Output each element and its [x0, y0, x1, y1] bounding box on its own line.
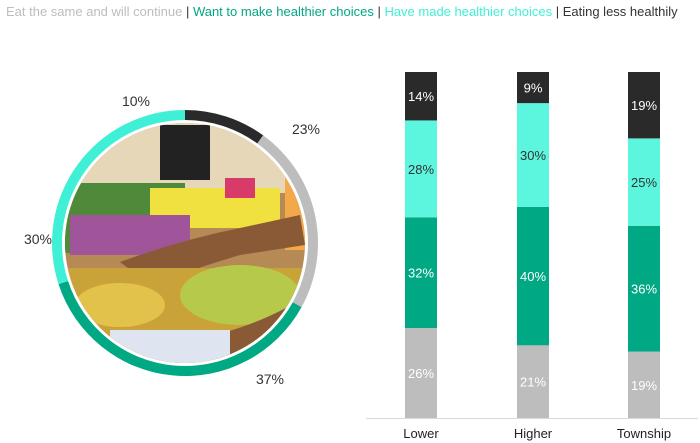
bar-segment: [628, 225, 660, 352]
donut-slice: [185, 110, 264, 144]
bar-value-label: 19%: [631, 378, 657, 393]
legend-separator: |: [552, 4, 563, 19]
bar-segment: [405, 217, 437, 329]
bar-segment: [517, 72, 549, 104]
bar-value-label: 9%: [524, 81, 543, 96]
donut-slice: [58, 281, 302, 377]
bar-segment: [517, 103, 549, 207]
bar-value-label: 28%: [408, 162, 434, 177]
bar-segment: [517, 206, 549, 346]
bar-value-label: 32%: [408, 266, 434, 281]
bar-value-label: 21%: [520, 375, 546, 390]
x-tick-label: Higher: [514, 426, 553, 441]
legend-item: Eat the same and will continue: [6, 4, 183, 19]
bar-value-label: 14%: [408, 89, 434, 104]
bar-value-label: 30%: [520, 148, 546, 163]
bar-segment: [405, 72, 437, 121]
legend: Eat the same and will continue | Want to…: [6, 4, 678, 20]
bar-segment: [628, 138, 660, 226]
legend-separator: |: [373, 4, 385, 19]
donut-slice-label: 23%: [292, 121, 320, 137]
legend-separator: |: [182, 4, 193, 19]
bar-segment: [405, 120, 437, 218]
donut-slice-label: 37%: [256, 371, 284, 387]
donut-slice: [257, 135, 319, 308]
legend-item: Want to make healthier choices: [192, 4, 374, 19]
legend-item: Have made healthier choices: [384, 4, 553, 19]
bar-segment: [517, 345, 549, 418]
bar-value-label: 40%: [520, 269, 546, 284]
x-tick-label: Township: [617, 426, 671, 441]
legend-item: Eating less healthily: [562, 4, 678, 19]
bar-segment: [628, 351, 660, 418]
bar-value-label: 26%: [408, 366, 434, 381]
bar-segment: [405, 328, 437, 418]
bar-segment: [628, 72, 660, 139]
donut-slice-label: 10%: [122, 93, 150, 109]
donut-slice-label: 30%: [24, 231, 52, 247]
x-tick-label: Lower: [403, 426, 439, 441]
bar-value-label: 36%: [631, 282, 657, 297]
market-vendor-bananas-photo: [65, 123, 305, 363]
donut-chart: 10% 23% 37% 30%: [24, 93, 320, 387]
bar-value-label: 25%: [631, 175, 657, 190]
bar-value-label: 19%: [631, 98, 657, 113]
